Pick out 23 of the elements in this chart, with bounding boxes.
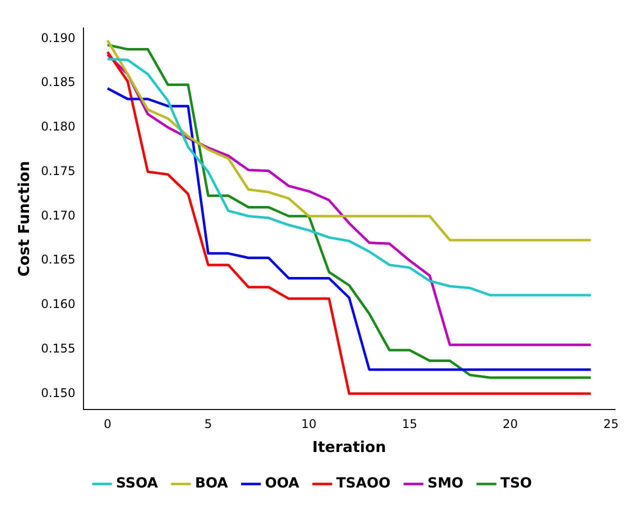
x-tick-label: 25 xyxy=(603,416,619,431)
x-tick-label: 10 xyxy=(301,416,317,431)
y-tick-label: 0.155 xyxy=(40,341,76,356)
x-tick-label: 15 xyxy=(402,416,418,431)
y-tick-label: 0.185 xyxy=(40,75,76,90)
y-tick-label: 0.150 xyxy=(40,386,76,400)
legend-label: SMO xyxy=(428,476,464,492)
x-tick-label: 0 xyxy=(104,416,112,431)
y-tick-label: 0.170 xyxy=(40,208,76,222)
legend-label: BOA xyxy=(194,476,228,492)
y-axis-title: Cost Function xyxy=(14,160,33,277)
x-tick-label: 5 xyxy=(204,416,212,431)
y-tick-label: 0.160 xyxy=(40,297,76,312)
x-axis-title: Iteration xyxy=(312,438,386,456)
legend-label: TSAOO xyxy=(336,476,391,492)
y-tick-label: 0.180 xyxy=(40,120,76,134)
legend-label: TSO xyxy=(500,476,532,492)
legend-label: SSOA xyxy=(116,476,158,492)
y-tick-label: 0.190 xyxy=(40,30,76,45)
x-tick-label: 20 xyxy=(502,416,518,431)
y-tick-label: 0.175 xyxy=(40,164,76,178)
y-tick-label: 0.165 xyxy=(40,252,76,267)
legend-label: OOA xyxy=(264,476,300,492)
